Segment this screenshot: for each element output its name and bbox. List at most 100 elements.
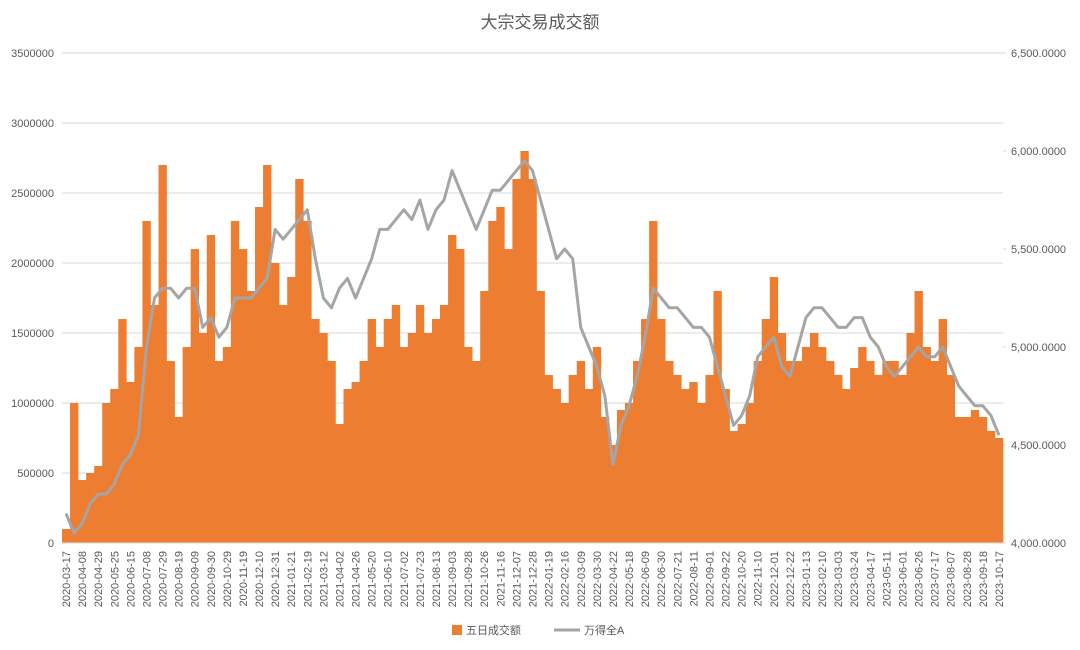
bar (110, 389, 119, 543)
x-tick-label: 2023-02-10 (817, 551, 829, 607)
x-tick-label: 2021-09-28 (463, 551, 475, 607)
x-tick-label: 2020-11-19 (238, 551, 250, 606)
bar (367, 319, 376, 543)
bar (657, 319, 666, 543)
bar (174, 417, 183, 543)
bar (311, 319, 320, 543)
bar (882, 361, 891, 543)
x-tick-label: 2020-04-29 (93, 551, 105, 607)
y2-tick-label: 6,000.0000 (1011, 146, 1066, 158)
x-tick-label: 2022-09-01 (704, 551, 716, 607)
bar (978, 417, 988, 543)
bar (150, 305, 159, 543)
bar (391, 305, 401, 543)
x-tick-label: 2021-10-26 (479, 551, 491, 607)
bar (472, 361, 481, 543)
x-tick-label: 2020-03-17 (61, 551, 73, 607)
bar (102, 403, 111, 543)
bar (343, 389, 352, 543)
bar (826, 361, 835, 543)
x-tick-label: 2022-07-21 (672, 551, 684, 607)
x-tick-label: 2023-09-18 (978, 551, 990, 607)
x-tick-label: 2022-03-30 (592, 551, 604, 607)
x-tick-label: 2021-04-02 (334, 551, 346, 607)
bar (319, 333, 328, 543)
bar (576, 361, 586, 543)
bar (584, 389, 594, 543)
bar (279, 305, 288, 543)
x-tick-label: 2022-04-22 (608, 551, 620, 607)
bar (166, 361, 175, 543)
bar (793, 361, 803, 543)
bar (303, 221, 312, 543)
bar (970, 410, 980, 543)
x-tick-label: 2022-11-10 (753, 551, 765, 606)
bar (729, 431, 738, 543)
bar (327, 361, 336, 543)
bar (705, 375, 714, 543)
bar (142, 221, 151, 543)
bar (70, 403, 79, 543)
bar (246, 291, 256, 543)
x-tick-label: 2022-09-22 (721, 551, 733, 607)
x-tick-label: 2022-12-01 (769, 551, 781, 607)
x-tick-label: 2021-05-20 (367, 551, 379, 607)
bar (520, 151, 529, 543)
bar (230, 221, 240, 543)
bar (600, 417, 610, 543)
bar (946, 375, 956, 543)
bar (938, 319, 948, 543)
bar (809, 333, 819, 543)
y2-tick-label: 4,000.0000 (1011, 538, 1066, 550)
y2-tick-label: 6,500.0000 (1011, 48, 1066, 60)
x-tick-label: 2020-09-09 (190, 551, 202, 607)
x-tick-label: 2020-05-25 (109, 551, 121, 607)
bar (255, 207, 264, 543)
bar (898, 375, 907, 543)
bar (777, 333, 787, 543)
x-tick-label: 2022-02-16 (560, 551, 572, 607)
bar (544, 375, 553, 543)
bar (801, 347, 811, 543)
bar (512, 179, 521, 543)
bar (818, 347, 827, 543)
bar (134, 347, 143, 543)
bar (480, 291, 489, 543)
bar (536, 291, 545, 543)
x-tick-label: 2023-01-13 (801, 551, 813, 607)
bar (624, 403, 634, 543)
bar (78, 480, 87, 543)
bar (94, 466, 103, 543)
bar (962, 417, 972, 543)
x-tick-label: 2022-08-11 (688, 551, 700, 606)
bar (673, 375, 682, 543)
bar (834, 375, 843, 543)
legend-swatch (452, 625, 462, 635)
legend-label: 万得全A (584, 623, 625, 637)
bar (271, 263, 280, 543)
bar (922, 347, 931, 543)
x-tick-label: 2023-06-01 (897, 551, 909, 607)
line (64, 159, 1001, 535)
x-tick-label: 2021-11-16 (495, 551, 507, 606)
bar (641, 319, 650, 543)
bar (504, 249, 513, 543)
bar (568, 375, 578, 543)
bar (633, 361, 642, 543)
bar (890, 361, 899, 543)
y-tick-label: 1000000 (11, 398, 54, 410)
bar (448, 235, 457, 543)
bar (407, 333, 417, 543)
bar (697, 403, 706, 543)
bar (649, 221, 658, 543)
bar (616, 410, 626, 543)
x-tick-label: 2021-01-21 (286, 551, 298, 607)
x-tick-label: 2021-07-23 (415, 551, 427, 607)
x-tick-label: 2020-07-29 (158, 551, 170, 607)
y-tick-label: 500000 (17, 468, 54, 480)
x-tick-label: 2023-04-17 (865, 551, 877, 607)
bar (681, 389, 690, 543)
x-tick-label: 2021-07-02 (399, 551, 411, 607)
bar (440, 305, 449, 543)
bar (914, 291, 923, 543)
